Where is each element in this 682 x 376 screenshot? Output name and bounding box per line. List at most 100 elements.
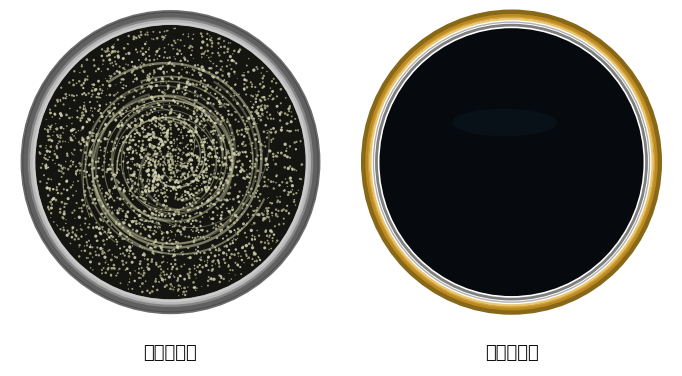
Point bbox=[110, 237, 121, 243]
Point bbox=[166, 240, 177, 246]
Point bbox=[198, 133, 209, 139]
Point bbox=[80, 156, 91, 162]
Point bbox=[183, 151, 194, 157]
Point bbox=[216, 221, 226, 227]
Point bbox=[228, 173, 239, 179]
Point bbox=[124, 244, 135, 250]
Point bbox=[41, 161, 52, 167]
Point bbox=[113, 178, 123, 184]
Point bbox=[74, 139, 85, 146]
Point bbox=[157, 259, 168, 265]
Point bbox=[125, 203, 136, 209]
Point bbox=[141, 39, 152, 45]
Point bbox=[51, 222, 62, 228]
Point bbox=[154, 121, 165, 127]
Point bbox=[108, 265, 119, 271]
Point bbox=[111, 170, 122, 176]
Point bbox=[82, 73, 93, 79]
Point bbox=[103, 228, 114, 234]
Point bbox=[154, 136, 165, 142]
Point bbox=[134, 162, 145, 168]
Point bbox=[155, 246, 166, 252]
Point bbox=[182, 146, 193, 152]
Point bbox=[143, 78, 154, 84]
Point bbox=[157, 242, 168, 248]
Point bbox=[57, 139, 68, 145]
Point bbox=[188, 152, 199, 158]
Point bbox=[151, 165, 162, 171]
Point bbox=[220, 155, 231, 161]
Point bbox=[286, 113, 297, 119]
Point bbox=[157, 175, 168, 181]
Point bbox=[166, 108, 177, 114]
Point bbox=[150, 52, 161, 58]
Point bbox=[192, 94, 203, 100]
Point bbox=[117, 250, 128, 256]
Point bbox=[168, 252, 179, 258]
Point bbox=[248, 121, 259, 127]
Point bbox=[162, 62, 173, 68]
Point bbox=[53, 162, 64, 168]
Point bbox=[148, 114, 159, 120]
Point bbox=[140, 56, 151, 62]
Point bbox=[87, 187, 98, 193]
Point bbox=[160, 157, 170, 163]
Point bbox=[149, 206, 160, 212]
Point bbox=[160, 92, 170, 98]
Point bbox=[170, 239, 181, 245]
Point bbox=[145, 215, 156, 221]
Point bbox=[190, 89, 201, 95]
Point bbox=[208, 74, 219, 80]
Point bbox=[247, 105, 258, 111]
Point bbox=[181, 219, 192, 225]
Point bbox=[70, 171, 81, 177]
Point bbox=[43, 164, 54, 170]
Point bbox=[71, 200, 82, 206]
Point bbox=[74, 214, 85, 220]
Point bbox=[110, 61, 121, 67]
Point bbox=[225, 53, 236, 59]
Point bbox=[239, 81, 250, 87]
Point bbox=[149, 176, 160, 182]
Point bbox=[128, 172, 138, 178]
Point bbox=[170, 165, 181, 171]
Point bbox=[138, 164, 149, 170]
Point bbox=[59, 227, 70, 233]
Point bbox=[162, 153, 173, 159]
Point bbox=[110, 59, 121, 65]
Point bbox=[188, 192, 198, 198]
Point bbox=[154, 176, 165, 182]
Point bbox=[66, 128, 77, 134]
Point bbox=[222, 205, 233, 211]
Point bbox=[237, 149, 248, 155]
Point bbox=[223, 108, 234, 114]
Point bbox=[125, 172, 136, 178]
Point bbox=[155, 270, 166, 276]
Point bbox=[82, 203, 93, 209]
Point bbox=[98, 230, 109, 236]
Point bbox=[175, 273, 186, 279]
Point bbox=[145, 159, 155, 165]
Point bbox=[192, 183, 203, 189]
Point bbox=[108, 171, 119, 177]
Point bbox=[155, 125, 166, 131]
Point bbox=[224, 73, 235, 79]
Point bbox=[127, 101, 138, 107]
Point bbox=[60, 91, 71, 97]
Point bbox=[192, 195, 203, 201]
Point bbox=[117, 182, 128, 188]
Point bbox=[187, 199, 198, 205]
Point bbox=[171, 169, 182, 175]
Point bbox=[169, 99, 180, 105]
Point bbox=[130, 188, 140, 194]
Point bbox=[223, 262, 234, 268]
Point bbox=[130, 215, 140, 221]
Point bbox=[224, 164, 235, 170]
Point bbox=[155, 136, 166, 143]
Point bbox=[231, 149, 242, 155]
Point bbox=[164, 149, 175, 155]
Point bbox=[179, 224, 190, 230]
Point bbox=[260, 183, 271, 189]
Point bbox=[59, 211, 70, 217]
Point bbox=[160, 162, 171, 168]
